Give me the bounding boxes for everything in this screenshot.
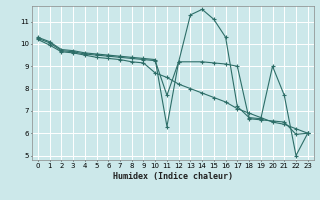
X-axis label: Humidex (Indice chaleur): Humidex (Indice chaleur) [113, 172, 233, 181]
